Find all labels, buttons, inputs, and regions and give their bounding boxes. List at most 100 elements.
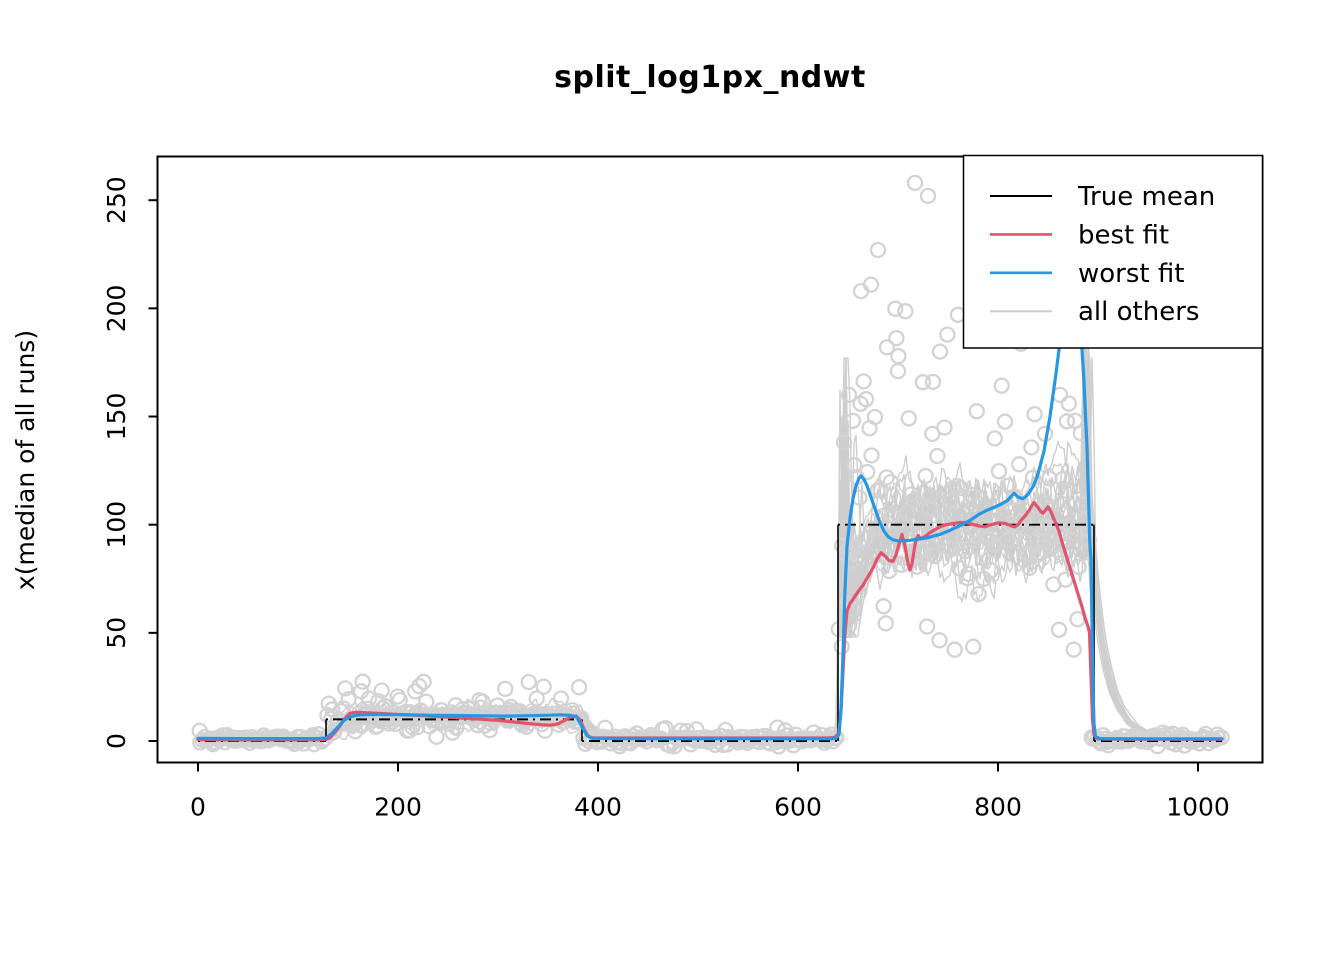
legend-entry: worst fit [990, 259, 1184, 289]
scatter-point [918, 618, 936, 635]
scatter-point [1029, 546, 1046, 563]
legend-entry: all others [990, 297, 1199, 327]
scatter-point [857, 391, 875, 408]
scatter-point [835, 434, 853, 451]
scatter-point [1015, 511, 1032, 528]
scatter-point [481, 721, 498, 739]
scatter-point [946, 641, 963, 658]
scatter-point [1078, 511, 1095, 528]
scatter-point [919, 187, 937, 205]
scatter-point [993, 377, 1010, 394]
scatter-point [528, 690, 545, 707]
legend-entry: best fit [990, 220, 1169, 250]
scatter-point [1011, 456, 1028, 473]
scatter-point [878, 469, 895, 486]
legend: True mean best fit worst fit all others [962, 154, 1264, 349]
scatter-point [497, 680, 514, 698]
scatter-point [569, 712, 586, 730]
scatter-point [990, 463, 1008, 480]
scatter-point [1021, 559, 1038, 576]
scatter-point [863, 447, 880, 464]
series-best-fit [196, 501, 1224, 742]
legend-box [962, 154, 1264, 349]
scatter-point [856, 530, 874, 548]
scatter-point [917, 467, 934, 485]
scatter-point [1023, 439, 1040, 456]
scatter-point [859, 463, 876, 481]
y-tick-label: 250 [102, 176, 131, 224]
scatter-point [924, 373, 942, 391]
y-tick-label: 0 [102, 733, 131, 749]
scatter-point [862, 276, 880, 293]
scatter-point [846, 457, 863, 474]
scatter-point [924, 425, 941, 443]
scatter-point [1054, 470, 1071, 488]
scatter-point [970, 585, 987, 603]
scatter-point [866, 408, 884, 426]
scatter-point [411, 677, 428, 695]
scatter-point [999, 532, 1016, 549]
scatter-point [980, 531, 998, 548]
scatter-point [986, 430, 1003, 447]
y-axis-title: x(median of all runs) [11, 329, 40, 591]
scatter-point [1031, 544, 1048, 561]
scatter-point [887, 300, 904, 317]
scatter-point [345, 716, 362, 734]
plot-border [156, 155, 1264, 764]
scatter-point [597, 719, 614, 736]
scatter-point [1060, 395, 1078, 412]
scatter-point [906, 174, 924, 192]
scatter-point [840, 386, 858, 404]
scatter-point [985, 536, 1002, 553]
scatter-point [922, 487, 939, 504]
x-tick-label: 400 [574, 793, 622, 822]
scatter-point [552, 690, 570, 707]
scatter-point [897, 303, 914, 320]
scatter-point [968, 403, 985, 420]
scatter-point [878, 339, 896, 356]
scatter-point [844, 412, 862, 429]
scatter-point [914, 374, 932, 391]
legend-label: worst fit [1078, 259, 1184, 289]
legend-label: True mean [1077, 182, 1215, 212]
scatter-point [882, 473, 899, 491]
scatter-point [1070, 558, 1087, 576]
scatter-point [931, 632, 948, 649]
x-axis: 0 200 400 600 800 1000 [190, 762, 1230, 822]
scatter-point [855, 373, 872, 390]
scatter-point [1058, 413, 1076, 430]
scatter-point [877, 615, 894, 632]
legend-entry: True mean [990, 182, 1215, 212]
y-axis: 0 50 100 150 200 250 [102, 176, 158, 749]
scatter-point [1066, 412, 1084, 429]
scatter-point [354, 673, 371, 690]
scatter-point [905, 492, 922, 509]
scatter-point [401, 722, 418, 739]
y-tick-label: 100 [102, 501, 131, 549]
x-tick-label: 600 [774, 793, 822, 822]
scatter-point [769, 719, 786, 736]
scatter-point [373, 682, 390, 699]
scatter-point [444, 724, 461, 741]
scatter-point [415, 673, 432, 690]
scatter-point [474, 693, 491, 710]
scatter-point [1057, 571, 1074, 588]
scatter-point [1026, 406, 1043, 423]
scatter-point [935, 512, 952, 529]
scatter-point [931, 343, 949, 360]
scatter-point [520, 673, 537, 691]
scatter-point [960, 565, 977, 582]
scatter-point [1016, 533, 1033, 551]
scatter-point [869, 241, 887, 259]
scatter-point [962, 486, 980, 503]
x-tick-label: 800 [974, 793, 1022, 822]
scatter-point [1050, 621, 1068, 638]
legend-label: all others [1078, 297, 1199, 327]
axes: 0 200 400 600 800 1000 0 50 100 150 200 250 [102, 155, 1264, 822]
scatter-point [369, 717, 386, 735]
scatter-point [965, 638, 982, 655]
scatter-point [872, 481, 889, 499]
scatter-point [428, 728, 445, 745]
